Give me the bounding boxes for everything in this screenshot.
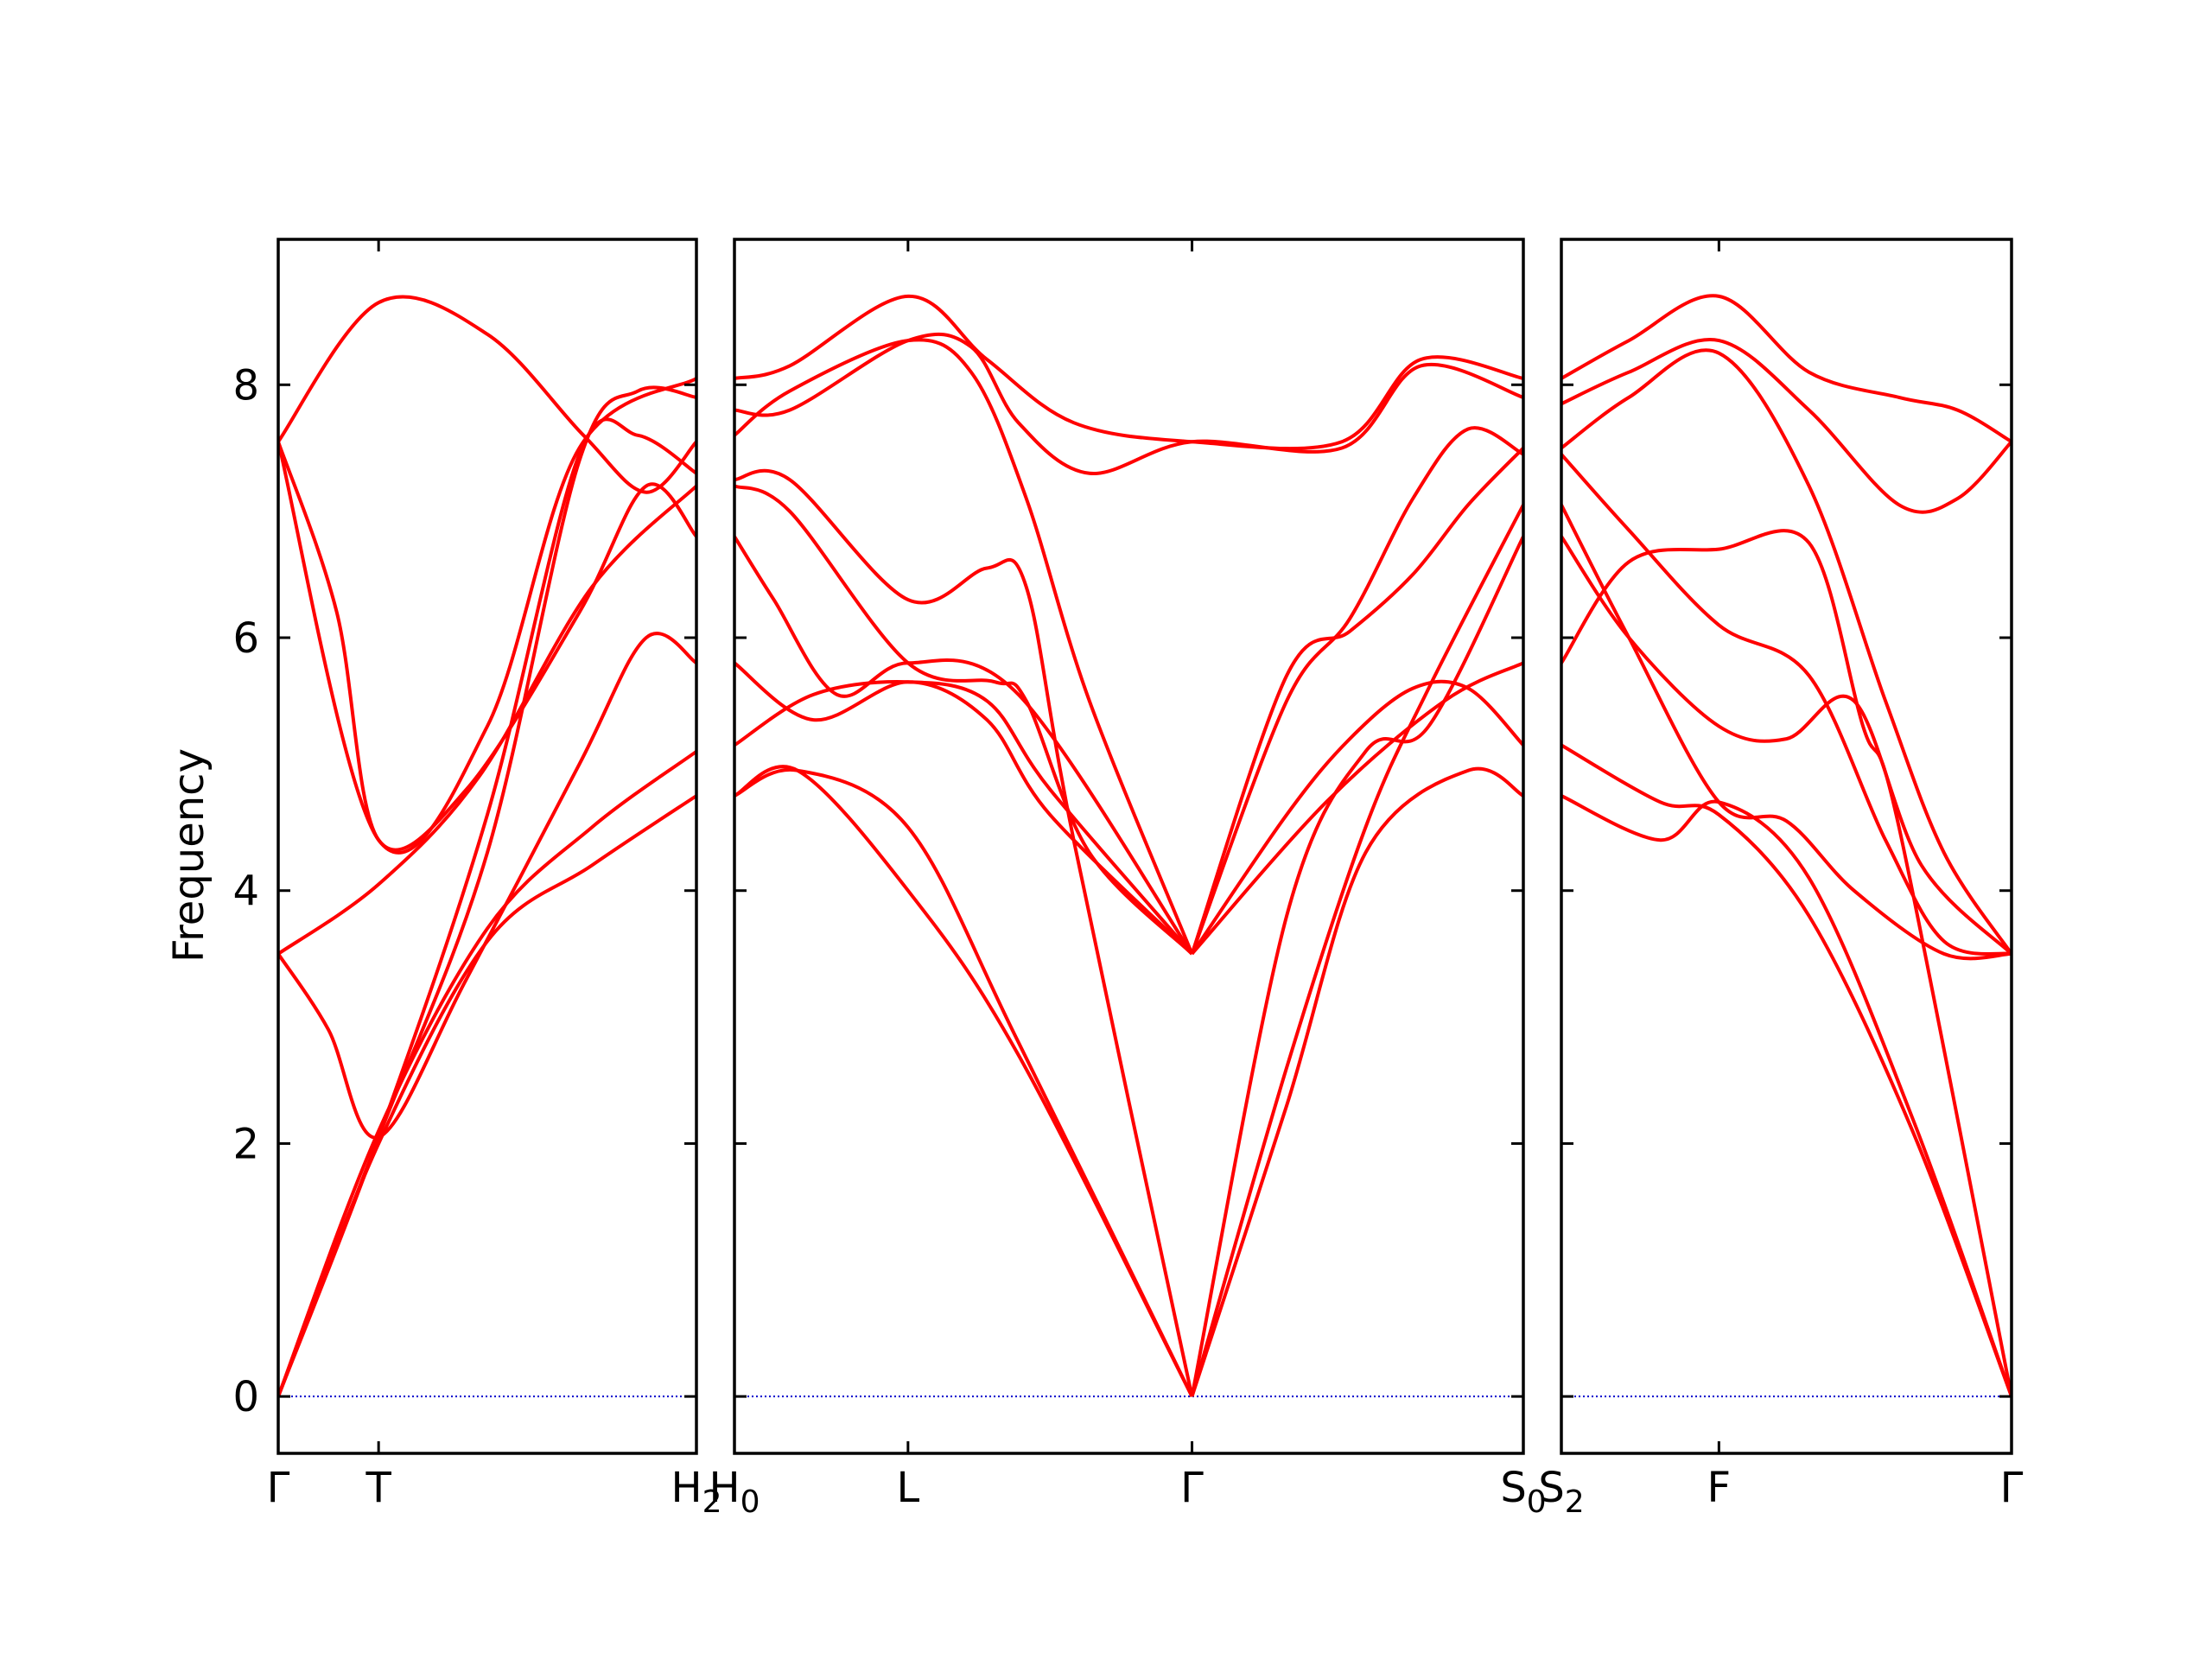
band-line-6 [1561, 529, 2012, 1397]
y-tick-label: 2 [232, 1120, 259, 1168]
panel-3: S2 F Γ [1538, 238, 2024, 1520]
x-tick-label: Γ [1180, 1464, 1204, 1512]
band-line-13 [1190, 679, 1523, 956]
band-lines [734, 294, 1523, 1398]
band-line-3 [1561, 504, 2012, 961]
band-line-12 [1190, 447, 1523, 955]
panel-frame [276, 238, 698, 1455]
x-tick-label-subscript: 0 [1527, 1484, 1547, 1520]
panel-frame [733, 238, 1525, 1455]
x-tick-label: H0 [709, 1464, 760, 1520]
band-line-1 [1561, 794, 2012, 1397]
x-tick-label: S2 [1538, 1464, 1584, 1520]
x-tick-label: T [365, 1464, 391, 1512]
band-line-9 [278, 750, 696, 1397]
band-line-2 [278, 417, 696, 1397]
band-line-8 [1561, 338, 2012, 514]
band-line-17 [1191, 661, 1523, 956]
x-tick-label-subscript: 2 [1565, 1484, 1585, 1520]
band-lines [278, 295, 696, 1397]
band-line-14 [1190, 536, 1523, 1397]
x-tick-label: Γ [2000, 1464, 2024, 1512]
band-line-15 [1190, 504, 1523, 1397]
y-axis-label: Frequency [165, 748, 213, 963]
band-line-3 [278, 632, 696, 1140]
band-line-8 [734, 294, 1523, 451]
band-line-2 [734, 767, 1194, 1397]
band-line-2 [1561, 743, 2012, 1397]
y-tick-label: 0 [232, 1373, 259, 1421]
x-tick-label: Γ [267, 1464, 290, 1512]
band-line-8 [278, 295, 696, 494]
band-line-10 [734, 332, 1523, 475]
band-line-3 [734, 679, 1194, 956]
band-line-7 [734, 468, 1194, 1397]
panel-frame [1560, 238, 2013, 1455]
band-line-7 [278, 441, 696, 852]
band-lines [1561, 294, 2012, 1397]
band-line-6 [278, 377, 696, 855]
band-line-4 [1561, 535, 2012, 956]
x-tick-label-subscript: 0 [741, 1484, 760, 1520]
band-line-16 [1190, 766, 1523, 1397]
x-tick-label-subscript: 2 [702, 1484, 722, 1520]
band-line-9 [1561, 294, 2012, 443]
y-tick-label: 8 [232, 361, 259, 410]
panel-2: H0 L Γ S0 [709, 238, 1547, 1520]
x-tick-label: F [1707, 1464, 1732, 1512]
band-line-11 [1190, 426, 1523, 955]
band-line-7 [1561, 348, 2012, 956]
band-line-4 [734, 661, 1193, 956]
y-tick-label: 6 [232, 614, 259, 663]
y-tick-label: 4 [232, 868, 259, 916]
band-line-6 [734, 484, 1193, 956]
band-line-9 [734, 338, 1194, 955]
band-line-5 [278, 484, 696, 956]
band-line-4 [278, 794, 696, 1397]
x-tick-label: L [896, 1464, 919, 1512]
band-line-5 [1561, 453, 2012, 957]
